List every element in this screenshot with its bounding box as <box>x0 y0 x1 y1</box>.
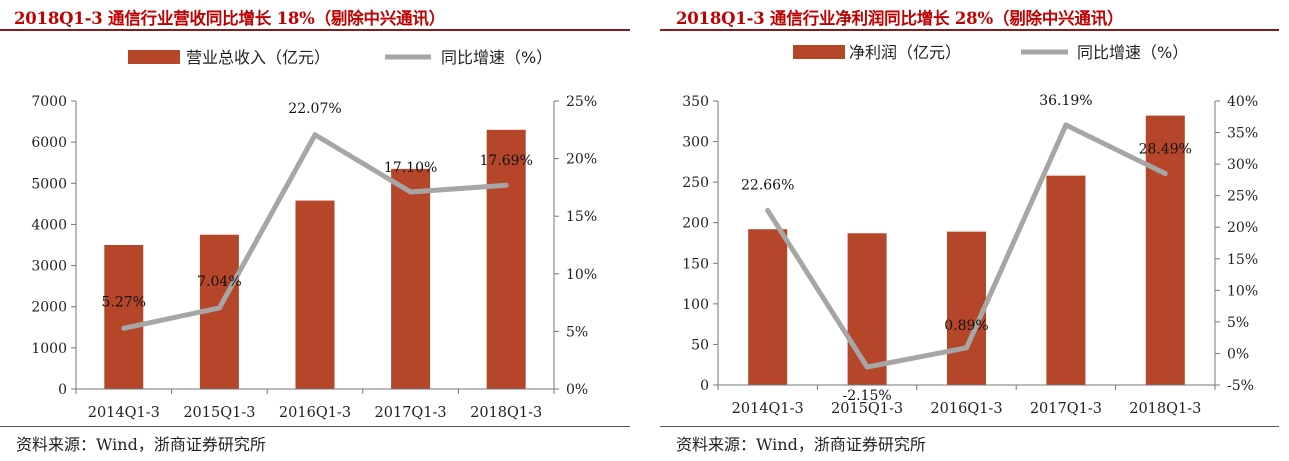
x-tick-label: 2015Q1-3 <box>831 401 903 417</box>
growth-data-label: 5.27% <box>102 294 146 310</box>
growth-data-label: 22.07% <box>288 101 341 117</box>
profit-chart-panel: 2018Q1-3 通信行业净利润同比增长 28%（剔除中兴通讯） 净利润（亿元）… <box>660 0 1289 461</box>
growth-data-label: 22.66% <box>741 177 794 193</box>
revenue-chart-title: 2018Q1-3 通信行业营收同比增长 18%（剔除中兴通讯） <box>14 9 446 28</box>
left-tick-label: 300 <box>682 135 709 151</box>
left-tick-label: 150 <box>682 256 709 272</box>
right-tick-label: 10% <box>566 267 597 283</box>
left-tick-label: 50 <box>691 337 709 353</box>
right-tick-label: 10% <box>1227 283 1258 299</box>
growth-data-label: 17.69% <box>480 153 533 169</box>
right-tick-label: -5% <box>1227 378 1254 394</box>
left-tick-label: 3000 <box>31 259 67 275</box>
title-divider <box>660 29 1279 31</box>
x-tick-label: 2014Q1-3 <box>732 401 804 417</box>
source-note: 资料来源：Wind，浙商证券研究所 <box>676 435 926 454</box>
x-tick-label: 2018Q1-3 <box>1129 401 1201 417</box>
left-tick-label: 200 <box>682 216 709 232</box>
growth-point <box>1063 122 1069 128</box>
growth-point <box>216 305 222 311</box>
bar-2018Q1-3 <box>486 129 526 390</box>
legend-bar-swatch <box>793 45 845 59</box>
growth-data-label: -2.15% <box>842 388 891 404</box>
right-tick-label: 25% <box>566 94 597 110</box>
bar-2016Q1-3 <box>295 200 335 389</box>
bar-2015Q1-3 <box>847 233 887 385</box>
right-tick-label: 0% <box>566 382 588 398</box>
bar-2017Q1-3 <box>391 168 431 389</box>
left-tick-label: 0 <box>700 378 709 394</box>
profit-chart: 净利润（亿元） 同比增速（%） 0 50 100 150 200 250 300 350 -5% 0%… <box>682 43 1258 417</box>
title-divider <box>0 29 630 31</box>
growth-data-label: 28.49% <box>1139 142 1192 158</box>
right-tick-label: 20% <box>566 152 597 168</box>
left-tick-label: 7000 <box>31 94 67 110</box>
revenue-chart: 营业总收入（亿元） 同比增速（%） 0 1000 2000 3000 4000 5000 600… <box>31 48 597 421</box>
left-tick-label: 1000 <box>31 341 67 357</box>
bar-2014Q1-3 <box>748 229 788 385</box>
bar-2017Q1-3 <box>1046 175 1086 385</box>
source-divider <box>0 426 630 427</box>
left-tick-label: 2000 <box>31 300 67 316</box>
growth-data-label: 17.10% <box>384 160 437 176</box>
right-tick-label: 35% <box>1227 126 1258 142</box>
growth-data-label: 0.89% <box>944 318 988 334</box>
growth-data-label: 7.04% <box>197 274 241 290</box>
x-tick-label: 2014Q1-3 <box>88 405 160 421</box>
revenue-chart-panel: 2018Q1-3 通信行业营收同比增长 18%（剔除中兴通讯） 营业总收入（亿元… <box>0 0 640 461</box>
right-tick-label: 0% <box>1227 346 1249 362</box>
right-tick-label: 15% <box>1227 252 1258 268</box>
growth-point <box>503 182 509 188</box>
right-tick-label: 5% <box>566 324 588 340</box>
growth-data-label: 36.19% <box>1039 93 1092 109</box>
source-note: 资料来源：Wind，浙商证券研究所 <box>16 435 266 454</box>
left-tick-label: 5000 <box>31 176 67 192</box>
growth-point <box>864 364 870 370</box>
growth-point <box>408 189 414 195</box>
profit-chart-title: 2018Q1-3 通信行业净利润同比增长 28%（剔除中兴通讯） <box>676 9 1124 28</box>
growth-point <box>121 325 127 331</box>
bar-2016Q1-3 <box>947 231 986 385</box>
x-tick-label: 2016Q1-3 <box>279 405 351 421</box>
left-tick-label: 4000 <box>31 217 67 233</box>
right-tick-label: 25% <box>1227 189 1258 205</box>
growth-point <box>964 345 969 351</box>
bar-2014Q1-3 <box>104 245 144 389</box>
left-tick-label: 350 <box>682 94 709 110</box>
legend-line-label: 同比增速（%） <box>1077 43 1188 62</box>
left-tick-label: 6000 <box>31 135 67 151</box>
left-tick-label: 250 <box>682 175 709 191</box>
legend-bar-swatch <box>128 50 180 64</box>
right-tick-label: 30% <box>1227 157 1258 173</box>
left-tick-label: 0 <box>58 382 67 398</box>
growth-point <box>312 132 318 138</box>
x-tick-label: 2017Q1-3 <box>375 405 447 421</box>
growth-point <box>765 207 771 213</box>
bar-2018Q1-3 <box>1145 115 1185 385</box>
legend-line-label: 同比增速（%） <box>441 48 552 67</box>
growth-point <box>1162 171 1168 177</box>
x-tick-label: 2016Q1-3 <box>930 401 1002 417</box>
x-tick-label: 2015Q1-3 <box>183 405 255 421</box>
right-tick-label: 20% <box>1227 220 1258 236</box>
right-tick-label: 15% <box>566 209 597 225</box>
legend-bar-label: 净利润（亿元） <box>849 43 961 62</box>
source-divider <box>660 426 1279 427</box>
x-tick-label: 2018Q1-3 <box>470 405 542 421</box>
x-tick-label: 2017Q1-3 <box>1030 401 1102 417</box>
legend-bar-label: 营业总收入（亿元） <box>186 48 330 67</box>
left-tick-label: 100 <box>682 297 709 313</box>
right-tick-label: 5% <box>1227 315 1249 331</box>
right-tick-label: 40% <box>1227 94 1258 110</box>
